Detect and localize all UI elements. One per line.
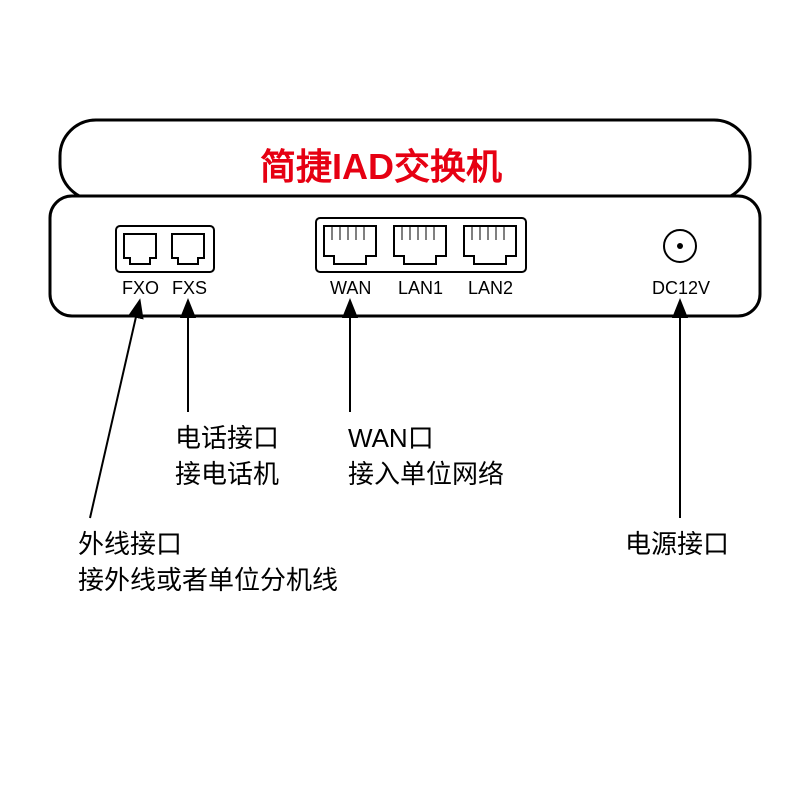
fxs-callout-line1: 电话接口: [175, 420, 279, 456]
device-title: 简捷IAD交换机: [260, 138, 502, 190]
dc-callout-line1: 电源接口: [625, 526, 729, 562]
wan-callout-text: WAN口 接入单位网络: [348, 420, 504, 493]
fxs-callout-text: 电话接口 接电话机: [175, 420, 279, 493]
diagram-canvas: [0, 0, 800, 800]
dc-callout-text: 电源接口: [625, 526, 729, 562]
fxo-label: FXO: [122, 278, 159, 299]
wan-label: WAN: [330, 278, 371, 299]
fxo-callout-line1: 外线接口: [78, 526, 338, 562]
fxo-callout-text: 外线接口 接外线或者单位分机线: [78, 526, 338, 599]
lan2-label: LAN2: [468, 278, 513, 299]
dc12v-label: DC12V: [652, 278, 710, 299]
fxo-callout-arrow: [90, 308, 138, 518]
fxo-callout-line2: 接外线或者单位分机线: [78, 562, 338, 598]
wan-callout-line2: 接入单位网络: [348, 456, 504, 492]
fxs-callout-line2: 接电话机: [175, 456, 279, 492]
lan1-label: LAN1: [398, 278, 443, 299]
fxs-label: FXS: [172, 278, 207, 299]
wan-callout-line1: WAN口: [348, 420, 504, 456]
